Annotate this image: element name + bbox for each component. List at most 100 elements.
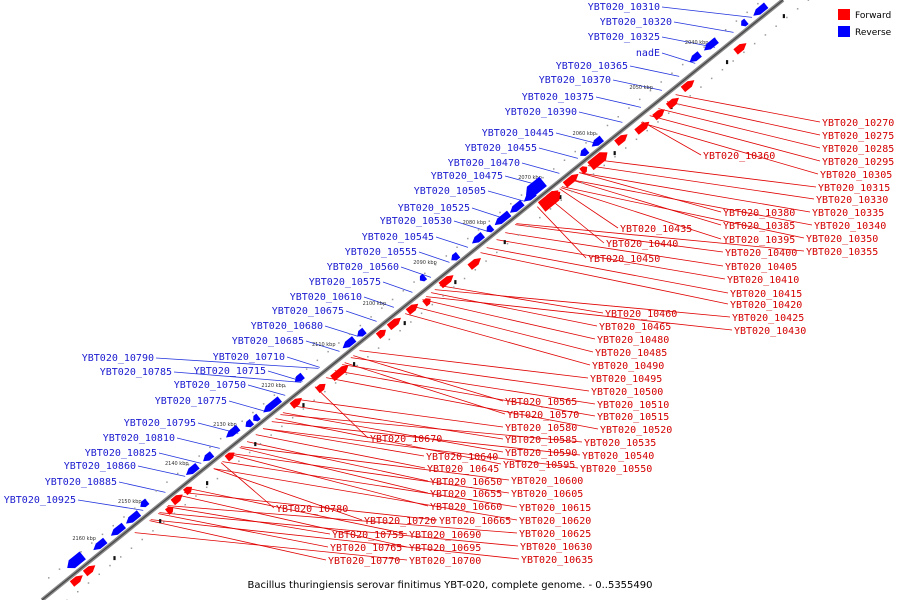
kbp-tick-label: 2080 kbp: [463, 220, 487, 226]
forward-gene-label: YBT020_10660: [430, 502, 502, 513]
forward-gene-label: YBT020_10440: [606, 239, 678, 250]
backbone-dot: [542, 176, 544, 179]
label-leader: [213, 468, 363, 521]
label-leader: [629, 65, 680, 77]
label-leader: [538, 147, 579, 159]
forward-gene-label: YBT020_10275: [822, 131, 894, 142]
backbone-dot: [248, 451, 251, 454]
backbone-dot: [219, 437, 222, 440]
forward-gene-label: YBT020_10385: [723, 221, 795, 232]
label-leader: [239, 447, 429, 494]
backbone-dot: [399, 329, 401, 332]
forward-gene-label: YBT020_10410: [727, 275, 799, 286]
label-leader: [326, 377, 599, 430]
label-leader: [487, 190, 525, 202]
forward-gene-arrow: [652, 109, 665, 121]
forward-gene-arrow: [634, 121, 650, 135]
reverse-gene-label: YBT020_10470: [448, 158, 520, 169]
backbone-dot: [635, 138, 638, 141]
kbp-tick-label: 2040 kbp: [685, 40, 709, 46]
forward-gene-label: YBT020_10635: [521, 555, 593, 566]
forward-gene-label: YBT020_10495: [590, 374, 662, 385]
forward-gene-label: YBT020_10580: [505, 423, 577, 434]
label-leader: [595, 159, 817, 188]
backbone-dot: [603, 164, 605, 167]
label-leader: [155, 357, 319, 369]
label-leader: [247, 384, 286, 396]
backbone-dot: [678, 103, 681, 106]
backbone-dot: [474, 269, 477, 271]
forward-gene-arrow: [375, 329, 386, 339]
backbone-dot: [496, 251, 498, 254]
forward-gene-label: YBT020_10285: [822, 144, 894, 155]
forward-gene-label: YBT020_10395: [723, 235, 795, 246]
backbone-dot: [617, 116, 619, 118]
reverse-gene-label: YBT020_10555: [345, 247, 417, 258]
backbone-dot: [746, 11, 748, 14]
backbone-dot: [807, 0, 810, 1]
backbone-dot: [90, 542, 93, 544]
label-leader: [188, 488, 408, 535]
backbone-dot: [660, 81, 662, 83]
backbone-dot: [445, 255, 448, 257]
kbp-tick-mark: [254, 442, 257, 447]
kbp-tick-mark: [559, 195, 562, 200]
reverse-gene-arrow: [741, 18, 749, 27]
kbp-tick-mark: [159, 519, 162, 524]
label-leader: [159, 512, 519, 547]
label-leader: [661, 6, 753, 18]
label-leader: [587, 165, 815, 200]
forward-gene-label: YBT020_10430: [734, 326, 806, 337]
backbone-dot: [281, 425, 283, 428]
reverse-gene-arrow: [110, 522, 126, 536]
reverse-gene-label: YBT020_10710: [213, 352, 285, 363]
backbone-dot: [721, 68, 724, 71]
label-leader: [555, 132, 597, 144]
reverse-gene-label: YBT020_10370: [539, 75, 611, 86]
forward-gene-label: YBT020_10595: [503, 460, 575, 471]
backbone-dot: [735, 20, 738, 22]
backbone-dot: [456, 246, 458, 249]
label-leader: [400, 266, 432, 278]
backbone-dot: [348, 333, 351, 336]
legend: Forward Reverse: [838, 9, 892, 38]
backbone-dot: [442, 295, 444, 297]
reverse-gene-arrow: [226, 424, 241, 438]
label-leader: [137, 465, 186, 477]
label-leader: [344, 362, 506, 415]
reverse-gene-label: YBT020_10530: [380, 216, 452, 227]
reverse-gene-label: YBT020_10825: [85, 448, 157, 459]
label-leader: [305, 340, 340, 352]
backbone-dot: [724, 29, 727, 31]
backbone-dot: [58, 568, 61, 570]
kbp-tick-label: 2120 kbp: [261, 383, 285, 389]
forward-gene-label: YBT020_10630: [520, 542, 592, 553]
reverse-gene-label: YBT020_10505: [414, 186, 486, 197]
label-leader: [230, 454, 429, 507]
kbp-tick-label: 2090 kbp: [413, 260, 437, 266]
forward-gene-label: YBT020_10780: [276, 504, 348, 515]
forward-gene-label: YBT020_10355: [806, 247, 878, 258]
label-leader-lines: [77, 6, 821, 561]
backbone-dot: [681, 63, 684, 66]
reverse-gene-arrow: [526, 176, 547, 197]
label-leader: [149, 520, 327, 561]
label-leader: [666, 101, 821, 136]
forward-gene-arrow: [224, 452, 235, 462]
backbone-dot: [313, 399, 315, 402]
reverse-gene-arrow: [342, 336, 357, 349]
backbone-dot: [252, 411, 254, 414]
backbone-dot: [700, 86, 702, 88]
reverse-gene-label: YBT020_10750: [174, 380, 246, 391]
backbone-dot: [195, 495, 197, 497]
backbone-dot: [743, 51, 745, 54]
kbp-tick-mark: [725, 60, 729, 65]
label-leader: [578, 111, 623, 123]
reverse-gene-label: YBT020_10375: [522, 92, 594, 103]
backbone-dot: [284, 385, 286, 388]
forward-gene-arrow: [69, 575, 83, 587]
backbone-dot: [703, 46, 705, 48]
label-leader: [158, 513, 329, 548]
forward-gene-label: YBT020_10460: [605, 309, 677, 320]
